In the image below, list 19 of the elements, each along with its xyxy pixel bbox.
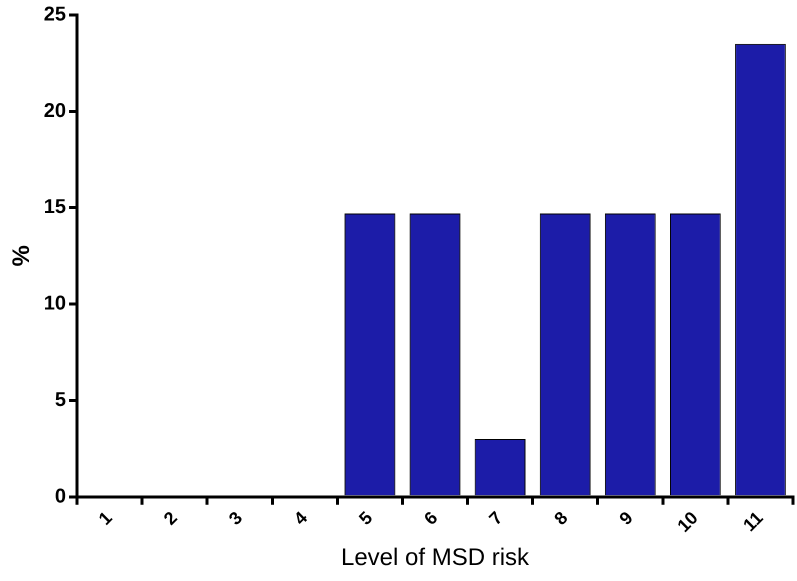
y-tick-label: 15 xyxy=(44,196,66,218)
y-tick-label: 20 xyxy=(44,100,66,122)
x-tick-label: 8 xyxy=(550,508,572,529)
x-tick-label: 3 xyxy=(224,508,246,529)
x-tick-label: 5 xyxy=(355,508,376,529)
x-tick-label: 7 xyxy=(485,508,506,529)
y-tick-label: 0 xyxy=(54,485,66,508)
x-axis-title: Level of MSD risk xyxy=(340,544,530,572)
y-tick-label: 25 xyxy=(44,4,66,26)
x-tick-label: 2 xyxy=(160,508,182,529)
x-tick-label: 4 xyxy=(290,508,312,529)
x-tick-label: 1 xyxy=(94,508,116,529)
y-tick-label: 10 xyxy=(44,292,66,315)
y-tick-label: 5 xyxy=(54,388,66,411)
x-tick-label: 10 xyxy=(673,508,702,536)
x-tick-label: 11 xyxy=(739,508,767,536)
x-tick-label: 9 xyxy=(615,508,637,529)
x-tick-label: 6 xyxy=(420,508,442,529)
y-axis-title: % xyxy=(8,245,36,267)
